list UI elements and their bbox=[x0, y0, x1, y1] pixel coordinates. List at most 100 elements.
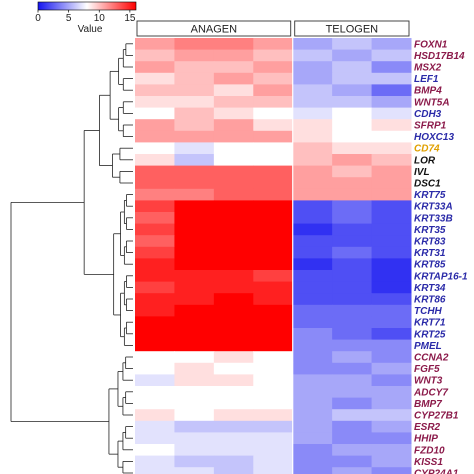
heatmap-cell bbox=[292, 177, 333, 190]
gene-label: DSC1 bbox=[414, 178, 441, 189]
heatmap-cell bbox=[371, 467, 412, 474]
heatmap-cell bbox=[174, 130, 215, 143]
heatmap-cell bbox=[213, 304, 254, 317]
heatmap-cell bbox=[213, 223, 254, 236]
heatmap-cell bbox=[135, 235, 175, 248]
heatmap-cell bbox=[253, 107, 294, 120]
heatmap-cell bbox=[253, 362, 294, 375]
heatmap-cell bbox=[135, 49, 175, 62]
heatmap-cell bbox=[253, 142, 294, 155]
heatmap-cell bbox=[213, 61, 254, 74]
gene-label: KRT71 bbox=[414, 318, 446, 329]
heatmap-cell bbox=[371, 246, 412, 259]
heatmap-cell bbox=[253, 154, 294, 167]
heatmap-cell bbox=[213, 316, 254, 329]
heatmap-cell bbox=[253, 235, 294, 248]
heatmap-cell bbox=[174, 304, 215, 317]
heatmap-cell bbox=[332, 374, 373, 387]
heatmap-cell bbox=[174, 188, 215, 201]
heatmap-cell bbox=[174, 235, 215, 248]
heatmap-cell bbox=[174, 420, 215, 433]
heatmap-cell bbox=[135, 467, 175, 474]
heatmap-cell bbox=[253, 374, 294, 387]
heatmap-cell bbox=[371, 409, 412, 422]
heatmap-cell bbox=[371, 328, 412, 341]
heatmap-cell bbox=[292, 165, 333, 178]
heatmap-cell bbox=[332, 119, 373, 132]
heatmap-cell bbox=[332, 304, 373, 317]
heatmap-cell bbox=[253, 386, 294, 399]
heatmap-cell bbox=[292, 362, 333, 375]
heatmap-cell bbox=[332, 258, 373, 271]
heatmap-cell bbox=[253, 72, 294, 85]
heatmap-cell bbox=[253, 432, 294, 445]
colorbar-label: Value bbox=[78, 24, 103, 35]
heatmap-cell bbox=[371, 270, 412, 283]
heatmap-cell bbox=[292, 200, 333, 213]
heatmap-cell bbox=[292, 223, 333, 236]
heatmap-cell bbox=[371, 61, 412, 74]
heatmap-cell bbox=[332, 96, 373, 109]
heatmap-cell bbox=[332, 281, 373, 294]
heatmap-cell bbox=[332, 246, 373, 259]
gene-label: CCNA2 bbox=[414, 352, 449, 363]
heatmap-cell bbox=[135, 351, 175, 364]
gene-label: MSX2 bbox=[414, 62, 442, 73]
heatmap-cell bbox=[174, 223, 215, 236]
heatmap-cell bbox=[135, 362, 175, 375]
heatmap-cell bbox=[135, 119, 175, 132]
heatmap-cell bbox=[213, 119, 254, 132]
heatmap-cell bbox=[253, 281, 294, 294]
heatmap-cell bbox=[135, 293, 175, 306]
heatmap-cell bbox=[253, 130, 294, 143]
gene-label: KISS1 bbox=[414, 457, 443, 468]
heatmap-cell bbox=[135, 455, 175, 468]
heatmap-cell bbox=[135, 270, 175, 283]
heatmap-cell bbox=[332, 165, 373, 178]
heatmap-cell bbox=[213, 270, 254, 283]
heatmap-cell bbox=[292, 420, 333, 433]
heatmap-cell bbox=[213, 258, 254, 271]
heatmap-cell bbox=[135, 107, 175, 120]
heatmap-cell bbox=[253, 467, 294, 474]
heatmap-cell bbox=[292, 328, 333, 341]
heatmap-cell bbox=[174, 96, 215, 109]
heatmap-cell bbox=[253, 351, 294, 364]
gene-label: CYP27B1 bbox=[414, 410, 459, 421]
heatmap-cell bbox=[135, 304, 175, 317]
heatmap-cell bbox=[292, 270, 333, 283]
heatmap-cell bbox=[213, 339, 254, 352]
heatmap-cell bbox=[371, 38, 412, 51]
heatmap-cell bbox=[213, 328, 254, 341]
heatmap-cell bbox=[292, 316, 333, 329]
heatmap-cell bbox=[292, 130, 333, 143]
heatmap-cell bbox=[135, 223, 175, 236]
heatmap-cell bbox=[332, 409, 373, 422]
heatmap-cell bbox=[371, 142, 412, 155]
heatmap-cell bbox=[135, 339, 175, 352]
heatmap-cell bbox=[213, 38, 254, 51]
gene-label: ADCY7 bbox=[413, 387, 448, 398]
gene-label: KRT34 bbox=[414, 283, 446, 294]
heatmap-cell bbox=[135, 258, 175, 271]
heatmap-cell bbox=[174, 38, 215, 51]
gene-label: CYP24A1 bbox=[414, 468, 459, 474]
gene-label: FOXN1 bbox=[414, 39, 448, 50]
heatmap-cell bbox=[253, 455, 294, 468]
heatmap-cell bbox=[213, 72, 254, 85]
heatmap-cell bbox=[135, 188, 175, 201]
heatmap-cell bbox=[292, 386, 333, 399]
heatmap-cell bbox=[135, 246, 175, 259]
gene-label: KRT85 bbox=[414, 260, 446, 271]
colorbar-tick-label: 5 bbox=[66, 13, 72, 24]
heatmap-cell bbox=[371, 188, 412, 201]
heatmap-cell bbox=[332, 61, 373, 74]
heatmap-cell bbox=[213, 420, 254, 433]
heatmap-cell bbox=[174, 258, 215, 271]
heatmap-cell bbox=[213, 455, 254, 468]
gene-label: HOXC13 bbox=[414, 132, 454, 143]
gene-label: PMEL bbox=[414, 341, 442, 352]
gene-label: KRT75 bbox=[414, 190, 446, 201]
heatmap-cell bbox=[292, 154, 333, 167]
heatmap-cell bbox=[174, 467, 215, 474]
